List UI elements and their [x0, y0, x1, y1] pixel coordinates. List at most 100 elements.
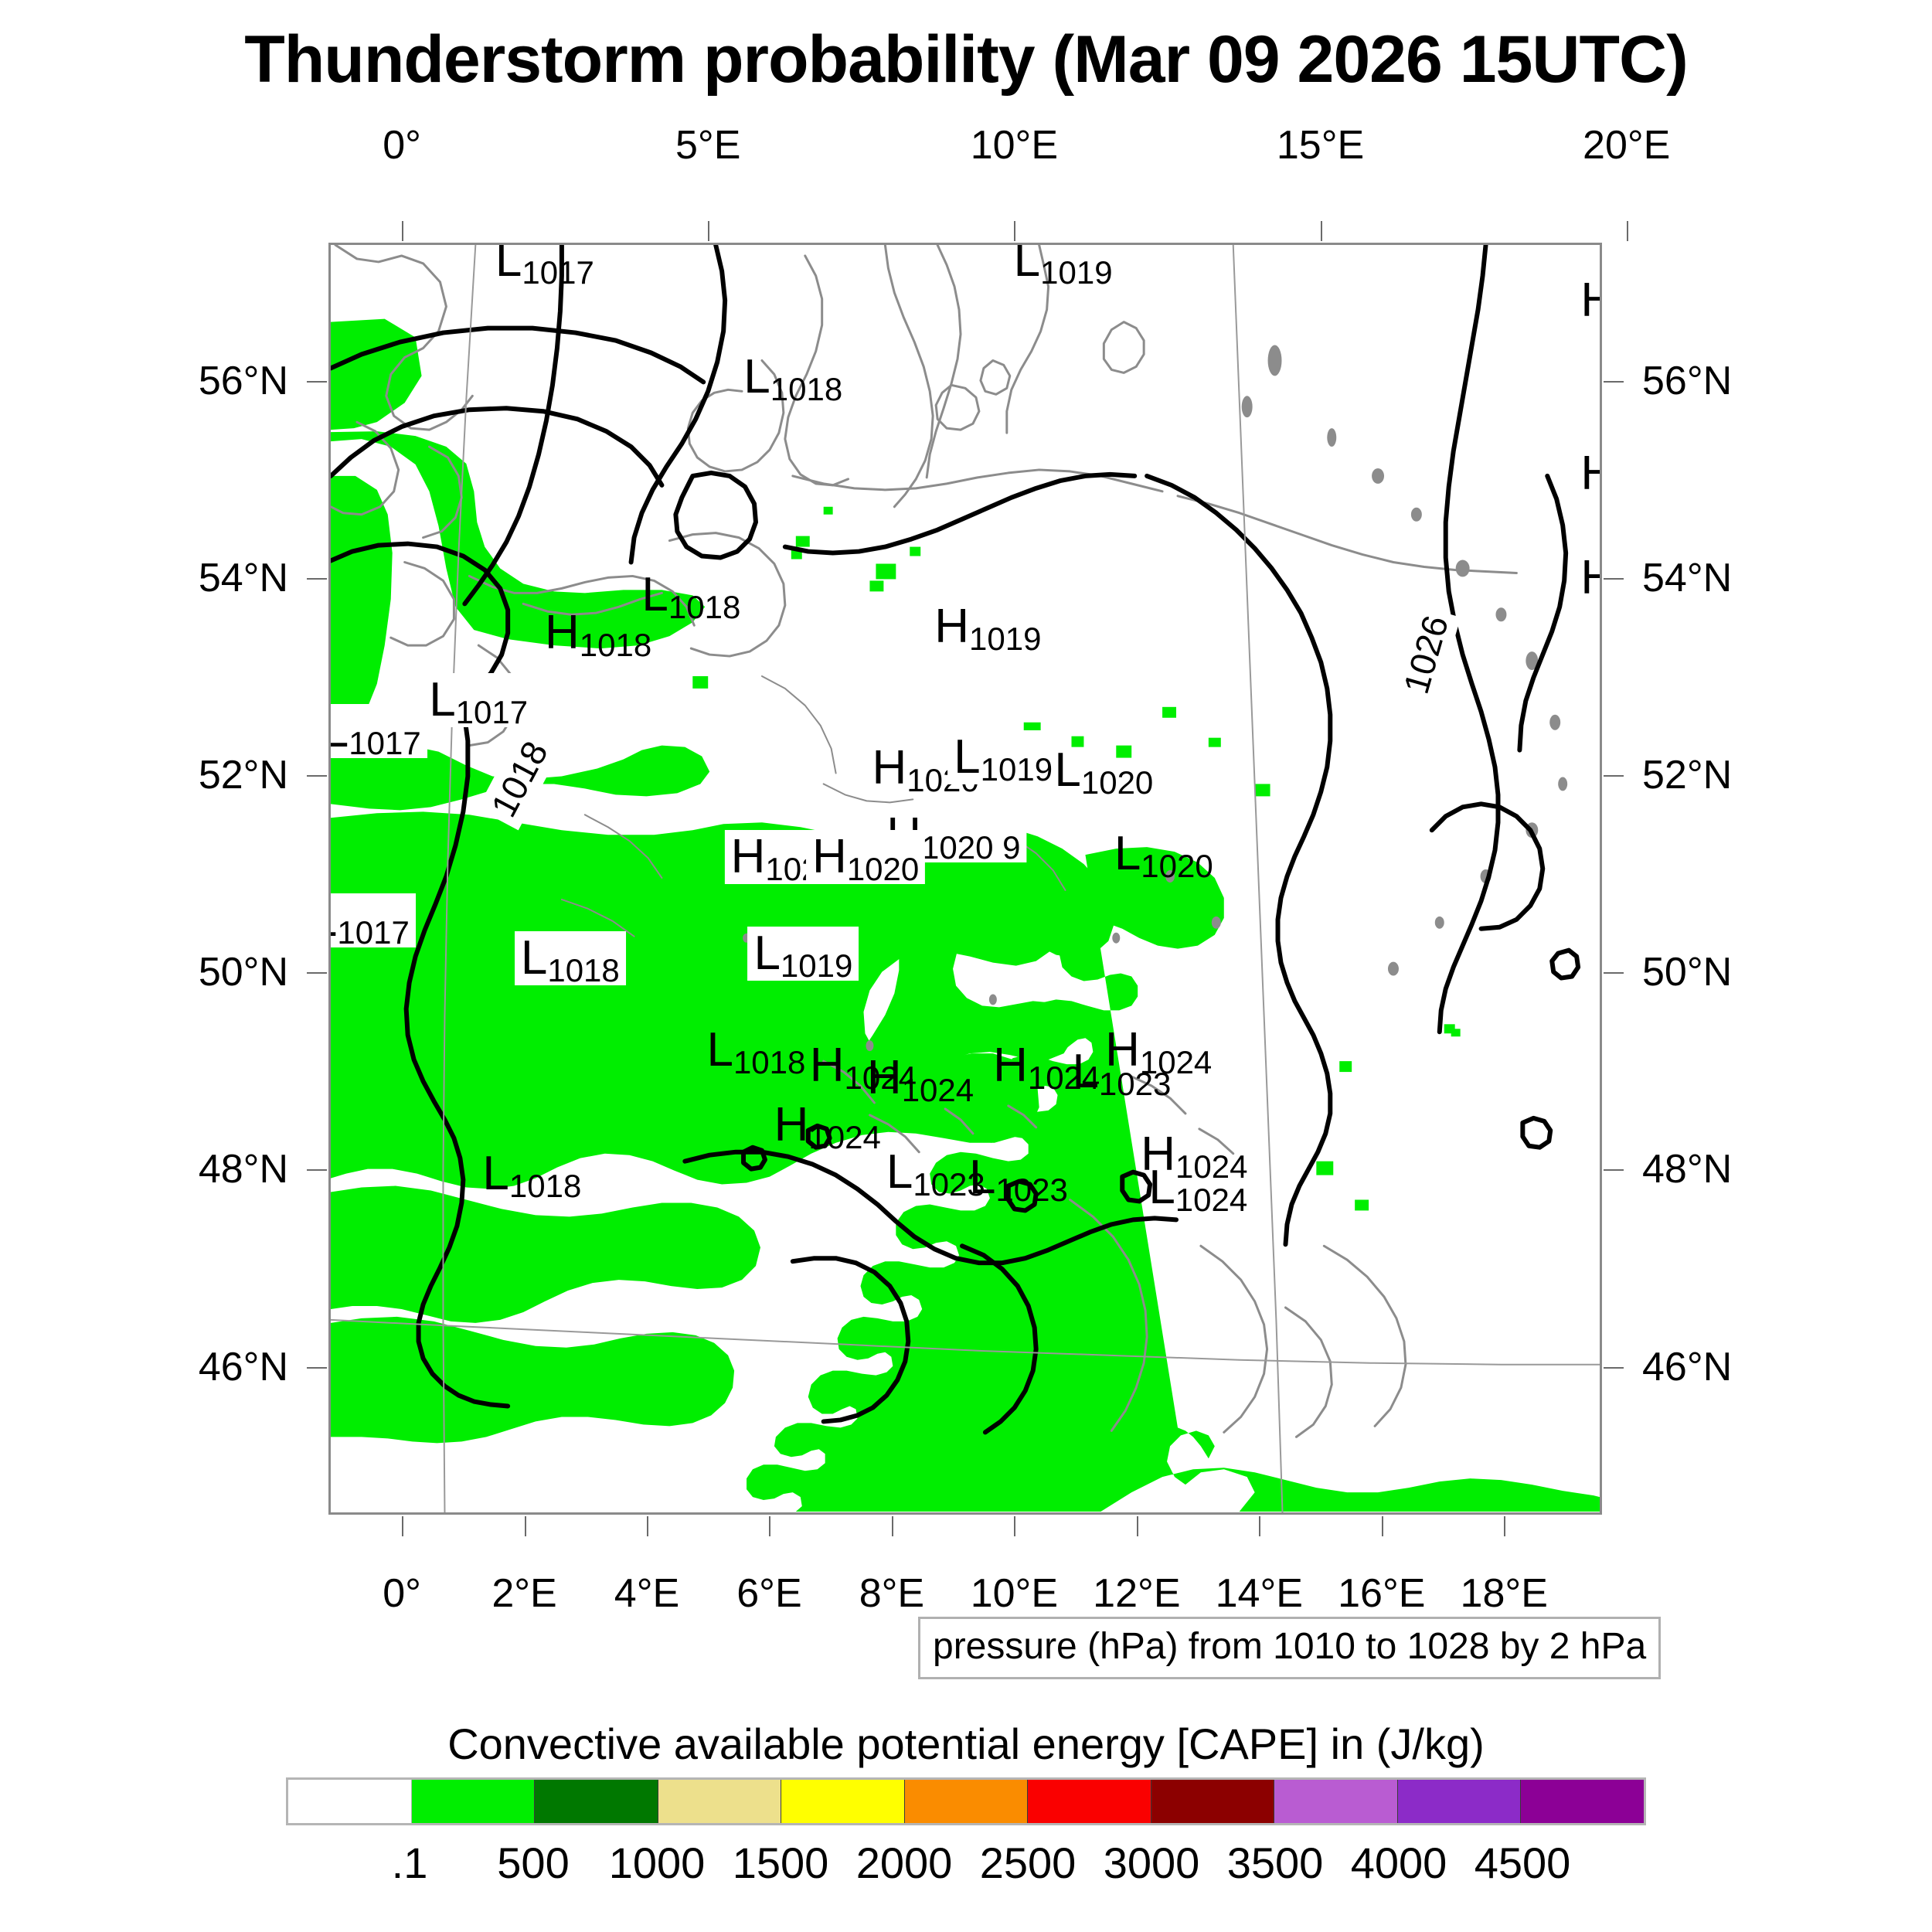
pressure-value: 1024	[1175, 1148, 1248, 1185]
axis-tick-mark	[1604, 1169, 1624, 1172]
map-frame[interactable]: L1017L1019L1018L1018H1018L1017H1019L1017…	[328, 243, 1602, 1515]
pressure-value: 1024	[1027, 1059, 1100, 1096]
colorbar-swatch[interactable]	[781, 1780, 905, 1823]
axis-tick-label: 52°N	[198, 753, 288, 798]
pressure-type-glyph: L	[331, 704, 349, 757]
pressure-type-glyph: H	[1580, 274, 1600, 327]
pressure-value: 1020	[1080, 764, 1154, 801]
axis-tick-mark	[891, 1516, 893, 1536]
pressure-label-L1020-b: L1020	[1114, 830, 1213, 883]
pressure-label-L1017-fr-s: L1017	[331, 893, 416, 949]
colorbar-swatch[interactable]	[535, 1780, 658, 1823]
axis-tick-label: 8°E	[859, 1571, 925, 1616]
pressure-caption: pressure (hPa) from 1010 to 1028 by 2 hP…	[918, 1617, 1662, 1679]
colorbar-tick-label: 4500	[1474, 1838, 1571, 1887]
axis-tick-label: 2°E	[492, 1571, 557, 1616]
pressure-type-glyph: L	[331, 893, 337, 947]
colorbar-tick-label: 2500	[979, 1838, 1077, 1887]
pressure-label-H-right-2: H	[1580, 447, 1600, 500]
colorbar-tick-label: 3000	[1103, 1838, 1200, 1887]
colorbar-swatch[interactable]	[1397, 1780, 1522, 1823]
cape-colorbar[interactable]	[286, 1777, 1646, 1825]
pressure-value: 1018	[509, 1167, 582, 1204]
pressure-label-L1019-ch: L1019	[747, 926, 859, 984]
pressure-type-glyph: H	[1580, 551, 1600, 604]
colorbar-swatch[interactable]	[1274, 1780, 1398, 1823]
pressure-type-glyph: L	[495, 243, 522, 287]
colorbar-tick-label: 1500	[732, 1838, 829, 1887]
pressure-label-L1017-be: L1017	[423, 673, 535, 731]
axis-tick-mark	[1014, 221, 1016, 241]
pressure-value: 1018	[547, 952, 620, 989]
axis-tick-mark	[307, 577, 327, 580]
colorbar-swatch[interactable]	[1521, 1780, 1645, 1823]
pressure-label-H1024-it: H1024	[1141, 1130, 1247, 1182]
colorbar-tick-label: 3500	[1226, 1838, 1324, 1887]
axis-tick-mark	[1626, 221, 1628, 241]
pressure-value: 1024	[901, 1072, 975, 1109]
pressure-label-H1024-e: H1024	[774, 1101, 881, 1154]
pressure-label-L1018-sw: L1018	[482, 1149, 581, 1202]
pressure-label-L1018-fr: L1018	[514, 931, 626, 989]
graticule-layer	[331, 245, 1600, 1512]
pressure-label-L1019-a: L1019	[947, 730, 1060, 786]
pressure-value: 1023	[1098, 1065, 1172, 1102]
axis-tick-mark	[1504, 1516, 1506, 1536]
axis-tick-label: 48°N	[198, 1147, 288, 1192]
colorbar-tick-label: .1	[391, 1838, 428, 1887]
page-title: Thunderstorm probability (Mar 09 2026 15…	[244, 22, 1689, 97]
colorbar-swatch[interactable]	[288, 1780, 412, 1823]
pressure-type-glyph: L	[429, 673, 456, 727]
axis-tick-mark	[1014, 1516, 1016, 1536]
colorbar-swatch[interactable]	[904, 1780, 1029, 1823]
axis-tick-mark	[524, 1516, 526, 1536]
isobar-layer	[331, 245, 1581, 1435]
pressure-type-glyph: L	[954, 730, 981, 784]
map-canvas	[331, 245, 1600, 1512]
pressure-value: 1018	[668, 588, 741, 625]
pressure-value: 1018	[770, 371, 843, 408]
pressure-type-glyph: H	[934, 599, 970, 653]
axis-tick-label: 5°E	[675, 123, 741, 168]
pressure-type-glyph: L	[1148, 1160, 1175, 1214]
colorbar-tick-label: 2000	[855, 1838, 953, 1887]
colorbar-swatch[interactable]	[411, 1780, 536, 1823]
pressure-value: 1023	[995, 1171, 1068, 1208]
pressure-label-H1020-c: H1020	[806, 829, 926, 885]
colorbar-tick-label: 1000	[608, 1838, 706, 1887]
pressure-value: 1024	[1175, 1181, 1248, 1218]
pressure-value: 1023	[913, 1165, 985, 1202]
pressure-value: 1019	[969, 620, 1042, 657]
pressure-type-glyph: L	[706, 1022, 733, 1077]
axis-tick-label: 4°E	[614, 1571, 680, 1616]
pressure-label-H1024-c: H1024	[993, 1041, 1100, 1094]
pressure-type-glyph: L	[520, 931, 548, 985]
pressure-label-H-right-3: H	[1580, 551, 1600, 604]
axis-tick-label: 56°N	[1642, 358, 1733, 403]
pressure-type-glyph: L	[641, 567, 668, 621]
pressure-type-glyph: H	[1580, 447, 1600, 500]
pressure-type-glyph: L	[1013, 243, 1041, 287]
pressure-type-glyph: L	[743, 350, 770, 404]
pressure-label-L1023-a: L1023	[1072, 1047, 1171, 1100]
pressure-label-L1024-it: L1024	[1148, 1160, 1247, 1216]
axis-tick-label: 46°N	[1642, 1344, 1733, 1389]
axis-tick-label: 16°E	[1338, 1571, 1426, 1616]
axis-tick-label: 48°N	[1642, 1147, 1733, 1192]
pressure-type-glyph: H	[544, 606, 580, 660]
axis-tick-mark	[307, 380, 327, 383]
colorbar-swatch[interactable]	[1151, 1780, 1275, 1823]
axis-tick-mark	[1381, 1516, 1383, 1536]
colorbar-swatch[interactable]	[658, 1780, 782, 1823]
pressure-value: 1017	[455, 694, 529, 731]
pressure-value: 1018	[733, 1043, 806, 1080]
colorbar-title: Convective available potential energy [C…	[447, 1719, 1485, 1768]
cape-shading-layer	[331, 318, 1600, 1512]
pressure-value: 1020 9	[921, 828, 1021, 866]
axis-tick-label: 56°N	[198, 358, 288, 403]
pressure-type-glyph: L	[753, 926, 781, 980]
pressure-value: 1019	[780, 947, 853, 984]
axis-tick-label: 50°N	[1642, 950, 1733, 995]
pressure-label-H1019-de: H1019	[934, 599, 1041, 655]
colorbar-swatch[interactable]	[1028, 1780, 1151, 1823]
